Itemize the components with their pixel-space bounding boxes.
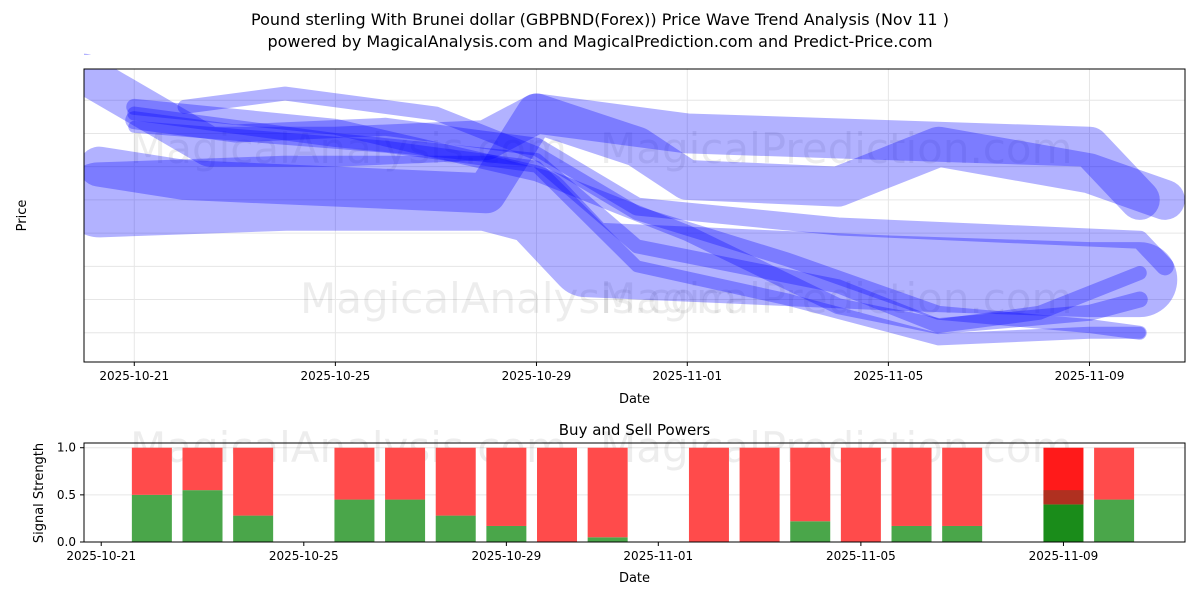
sell-bar — [182, 447, 223, 491]
buy-bar — [891, 525, 932, 542]
wave-line-4 — [61, 155, 1178, 318]
x-tick-label: 2025-11-05 — [854, 369, 924, 383]
plot-frame — [83, 68, 1186, 363]
sell-bar — [739, 447, 780, 542]
x-tick-label: 2025-10-25 — [300, 369, 370, 383]
y-tick-label: 1.0 — [57, 441, 76, 455]
buy-bar — [1094, 499, 1135, 542]
buy-bar — [1043, 504, 1084, 542]
sell-bar — [486, 447, 527, 526]
wave-line-2 — [79, 93, 1185, 220]
y-axis-label: Price — [15, 200, 30, 232]
wave-line-3 — [125, 111, 1174, 276]
buy-bar — [233, 515, 274, 542]
sell-bar — [790, 447, 831, 522]
watermark: MagicalPrediction.com — [600, 274, 1073, 323]
x-tick-label: 2025-11-01 — [623, 549, 693, 563]
wave-line-1 — [64, 53, 1160, 220]
buy-bar — [334, 499, 375, 542]
sell-bar — [385, 447, 426, 500]
sell-bar — [233, 447, 274, 516]
x-tick-label: 2025-10-29 — [502, 369, 572, 383]
buy-bar — [790, 521, 831, 542]
mask — [0, 0, 84, 362]
sell-bar — [688, 447, 729, 542]
x-tick-label: 2025-11-05 — [826, 549, 896, 563]
chart-subtitle: powered by MagicalAnalysis.com and Magic… — [267, 32, 933, 51]
x-tick-label: 2025-10-21 — [99, 369, 169, 383]
sell-bar — [942, 447, 983, 526]
wave-line-8 — [177, 86, 1147, 340]
sell-bar — [891, 447, 932, 526]
watermark: MagicalAnalysis.com — [130, 124, 567, 173]
watermark: MagicalAnalysis.com — [300, 274, 737, 323]
chart-title: Pound sterling With Brunei dollar (GBPBN… — [251, 10, 949, 29]
watermark: MagicalPrediction.com — [600, 423, 1073, 472]
buy-bar — [587, 537, 628, 542]
buy-bar — [486, 525, 527, 542]
y-axis-label: Signal Strength — [32, 443, 47, 543]
buy-bar — [131, 494, 172, 542]
x-axis-label: Date — [619, 571, 650, 586]
sell-bar — [334, 447, 375, 500]
buy-bar — [435, 515, 476, 542]
x-tick-label: 2025-10-25 — [269, 549, 339, 563]
sell-bar — [587, 447, 628, 538]
wave-line-6 — [128, 120, 1146, 346]
x-tick-label: 2025-10-29 — [471, 549, 541, 563]
plot-frame — [83, 442, 1186, 543]
sell-bar — [1094, 447, 1135, 500]
sell-bar — [435, 447, 476, 516]
mask — [84, 55, 1185, 69]
sell-bar — [537, 447, 578, 542]
overlap-bar — [1043, 490, 1084, 505]
buy-bar — [385, 499, 426, 542]
bar-chart-title: Buy and Sell Powers — [559, 421, 711, 439]
mask — [1185, 0, 1200, 362]
buy-bar — [942, 525, 983, 542]
sell-bar — [840, 447, 881, 542]
wave-line-7 — [126, 98, 1148, 335]
wave-line-5 — [127, 106, 1147, 334]
x-tick-label: 2025-11-09 — [1055, 369, 1125, 383]
x-tick-label: 2025-11-09 — [1029, 549, 1099, 563]
buy-bar — [182, 490, 223, 542]
x-axis-label: Date — [619, 392, 650, 407]
x-tick-label: 2025-10-21 — [66, 549, 136, 563]
watermark: MagicalPrediction.com — [600, 124, 1073, 173]
sell-bar — [131, 447, 172, 495]
y-tick-label: 0.0 — [57, 535, 76, 549]
x-tick-label: 2025-11-01 — [652, 369, 722, 383]
y-tick-label: 0.5 — [57, 488, 76, 502]
